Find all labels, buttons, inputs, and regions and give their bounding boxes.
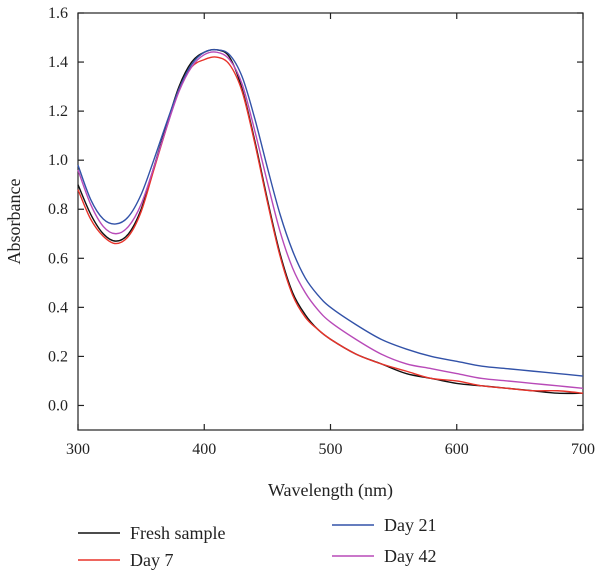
legend-label: Fresh sample [130, 523, 225, 543]
series-line-day-21 [77, 48, 584, 377]
y-tick-label: 0.4 [48, 299, 68, 316]
x-tick-label: 300 [66, 441, 90, 458]
plot-border [77, 12, 584, 431]
legend-label: Day 42 [384, 546, 437, 566]
x-tick-label: 400 [192, 441, 216, 458]
y-tick-label: 0.2 [48, 348, 68, 365]
x-tick-label: 700 [571, 441, 595, 458]
series-line-fresh-sample [77, 48, 584, 395]
x-tick-label: 500 [319, 441, 343, 458]
legend-label: Day 7 [130, 550, 174, 570]
plot-frame [77, 12, 584, 431]
x-tick-label: 600 [445, 441, 469, 458]
x-axis-title: Wavelength (nm) [268, 480, 393, 501]
y-axis-title: Absorbance [4, 179, 24, 265]
series-line-day-42 [77, 51, 584, 389]
axis-ticks: 300 400 500 600 700 0.0 0.2 0.4 0.6 0.8 1.0 1.2 1.4 1… [48, 5, 595, 458]
legend-label: Day 21 [384, 515, 437, 535]
y-tick-label: 1.0 [48, 152, 68, 169]
y-tick-label: 1.4 [48, 54, 68, 71]
series-lines [77, 48, 584, 395]
y-tick-label: 0.8 [48, 201, 68, 218]
series-line-day-7 [77, 56, 584, 394]
y-tick-label: 0.6 [48, 250, 68, 267]
y-tick-label: 1.2 [48, 103, 68, 120]
y-tick-label: 1.6 [48, 5, 68, 22]
y-tick-label: 0.0 [48, 397, 68, 414]
legend: Fresh sample Day 7 Day 21 Day 42 [78, 515, 437, 570]
